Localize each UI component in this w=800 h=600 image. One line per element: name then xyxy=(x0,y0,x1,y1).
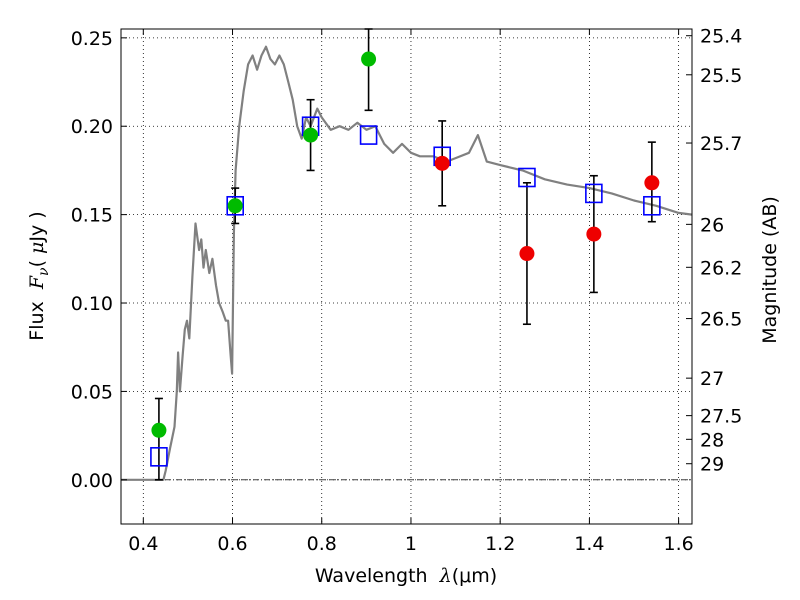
error-bars xyxy=(154,28,656,481)
observed-point xyxy=(303,127,319,143)
observed-point xyxy=(434,155,450,171)
mag-tick-label: 28 xyxy=(700,429,724,451)
model-photometry-boxes xyxy=(150,116,661,467)
observed-point xyxy=(519,246,535,262)
x-tick-label: 0.6 xyxy=(217,533,247,555)
model-photometry-box xyxy=(643,195,661,216)
plot-frame xyxy=(120,28,693,525)
model-sed-layer xyxy=(121,45,692,481)
y-axis-title-unit-open: ( xyxy=(26,254,48,267)
x-axis-title-prefix: Wavelength xyxy=(315,565,440,587)
y-axis-title-var: F xyxy=(26,275,48,290)
mag-tick-label: 29 xyxy=(700,454,724,476)
mag-tick-label: 26.2 xyxy=(700,257,742,279)
y-axis-title-mu: μ xyxy=(26,242,48,254)
y-tick-label: 0.10 xyxy=(71,293,113,315)
right-axis-title: Magnitude (AB) xyxy=(759,196,781,344)
mag-tick-label: 26.5 xyxy=(700,309,742,331)
y-tick-label: 0.00 xyxy=(71,470,113,492)
mag-tick-label: 25.7 xyxy=(700,133,742,155)
mag-tick-label: 25.4 xyxy=(700,26,742,48)
observed-points xyxy=(151,51,660,438)
x-tick-label: 1.4 xyxy=(574,533,604,555)
y-tick-label: 0.25 xyxy=(71,28,113,50)
model-photometry-box xyxy=(359,125,378,145)
x-tick-label: 1 xyxy=(405,533,417,555)
y-tick-labels: 0.00 0.05 0.10 0.15 0.20 0.25 xyxy=(71,28,113,492)
axis-ticks xyxy=(121,29,692,524)
observed-point xyxy=(644,175,660,191)
mag-tick-label: 27.5 xyxy=(700,406,742,428)
model-photometry-box xyxy=(150,447,168,467)
model-sed-curve xyxy=(121,45,692,481)
x-axis-title: Wavelength λ(μm) xyxy=(315,565,497,587)
x-axis-title-lambda: λ xyxy=(439,565,452,587)
model-photometry-box xyxy=(226,195,244,216)
mag-tick-label: 27 xyxy=(700,368,724,390)
mag-tick-label: 26 xyxy=(700,214,724,236)
mag-tick-label: 25.5 xyxy=(700,65,742,87)
observed-point xyxy=(361,51,377,67)
observed-point xyxy=(151,422,167,438)
y-axis-title: Flux Fν( μJy ) xyxy=(26,211,52,340)
y-axis-title-unit-close: Jy ) xyxy=(26,211,48,242)
x-tick-label: 1.2 xyxy=(485,533,515,555)
grid-lines xyxy=(121,29,692,524)
x-tick-labels: 0.4 0.6 0.8 1 1.2 1.4 1.6 xyxy=(128,533,694,555)
magnitude-tick-labels: 25.4 25.5 25.7 26 26.2 26.5 27 27.528 29 xyxy=(700,26,742,476)
y-tick-label: 0.20 xyxy=(71,116,113,138)
observed-point xyxy=(227,198,243,214)
y-axis-title-sub: ν xyxy=(36,267,52,276)
model-photometry-box xyxy=(518,167,536,188)
observed-point xyxy=(586,226,602,242)
x-axis-title-unit: (μm) xyxy=(452,565,497,587)
x-tick-label: 0.4 xyxy=(128,533,158,555)
x-tick-label: 1.6 xyxy=(664,533,694,555)
y-tick-label: 0.05 xyxy=(71,381,113,403)
y-tick-label: 0.15 xyxy=(71,205,113,227)
x-tick-label: 0.8 xyxy=(307,533,337,555)
y-axis-title-prefix: Flux xyxy=(26,289,48,341)
model-photometry-box xyxy=(585,183,603,204)
